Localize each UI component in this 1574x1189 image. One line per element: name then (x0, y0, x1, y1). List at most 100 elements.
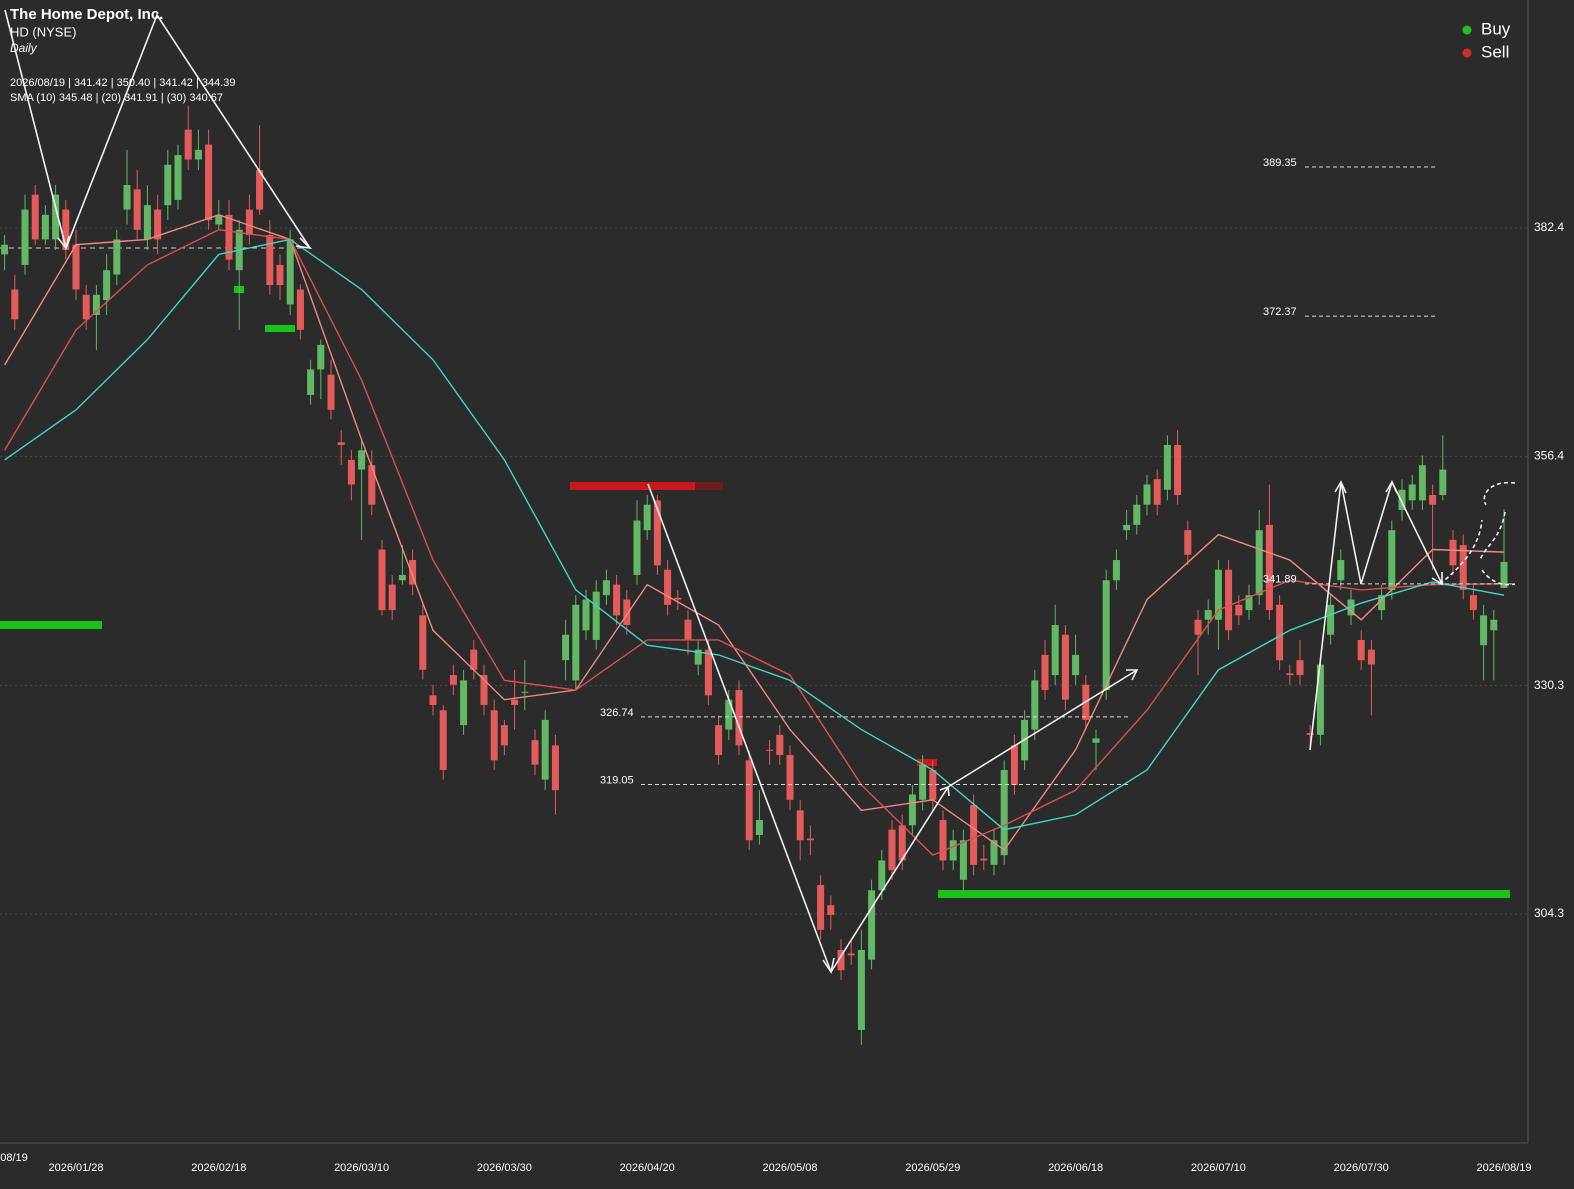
candle-body (725, 699, 733, 730)
candle-body (296, 289, 304, 330)
candle-body (337, 442, 345, 445)
candle-body (1500, 561, 1508, 588)
buy-zone (938, 890, 1510, 898)
candle-body (72, 244, 80, 290)
candle-body (388, 584, 396, 611)
candle-body (225, 214, 233, 260)
candle-body (317, 344, 325, 370)
candle-body (674, 597, 682, 600)
candle-body (1051, 625, 1059, 676)
candle-body (643, 504, 651, 531)
candle-body (1480, 615, 1488, 646)
arrow-head (295, 237, 313, 250)
candle-body (1388, 530, 1396, 590)
candle-body (62, 209, 70, 250)
candle-body (1265, 524, 1273, 611)
candle-body (215, 214, 223, 225)
levels: 389.35 372.37 326.74 319.05 341.89 (600, 157, 1515, 786)
candle-body (21, 209, 29, 265)
legend-dot (1462, 25, 1472, 35)
sell-zone (917, 759, 937, 766)
candle-body (959, 840, 967, 880)
candle-body (715, 725, 723, 756)
candle-body (449, 675, 457, 685)
candle-body (888, 829, 896, 871)
candle-body (31, 194, 39, 240)
candle-body (1255, 530, 1263, 596)
candle-body (653, 500, 661, 566)
candle-body (602, 580, 610, 596)
arrow-head (1334, 480, 1347, 494)
candle-body (735, 690, 743, 746)
candle-body (1357, 639, 1365, 661)
candle-body (582, 599, 590, 631)
legend-label: Buy (1481, 19, 1511, 38)
last-bar: 2026/08/19 | 341.42 | 350.40 | 341.42 | … (10, 77, 236, 89)
arrow-head (57, 235, 70, 250)
candle-body (776, 734, 784, 756)
candle-body (806, 838, 814, 841)
x-tick-label: 2026/02/18 (191, 1162, 246, 1174)
subtitle: HD (NYSE) (10, 24, 76, 39)
candle-body (460, 680, 468, 726)
candle-body (52, 194, 60, 240)
x-tick-label: 2026/04/20 (620, 1162, 675, 1174)
candle-body (500, 725, 508, 746)
candle-body (1102, 580, 1110, 691)
candle-body (1061, 634, 1069, 700)
candle-body (755, 820, 763, 835)
patterns (4, 9, 1516, 975)
candle-body (470, 649, 478, 670)
candle-body (1123, 524, 1131, 531)
candle-body (205, 144, 213, 221)
candle-body (1174, 444, 1182, 496)
candle-body (1112, 560, 1120, 581)
candle-body (429, 695, 437, 705)
candle-body (1204, 610, 1212, 620)
candle-body (245, 209, 253, 236)
candle-body (1469, 595, 1477, 611)
y-tick-label: 356.4 (1534, 449, 1564, 463)
candle-body (1306, 733, 1314, 735)
candle-body (358, 450, 366, 470)
x-tick-label: 2026/01/28 (48, 1162, 103, 1174)
candle-body (1367, 649, 1375, 665)
candle-body (796, 810, 804, 841)
zigzag (830, 786, 949, 973)
chart-title: The Home Depot, Inc. (10, 6, 163, 23)
sma-lines (3, 214, 1505, 856)
candle-body (123, 184, 131, 210)
candle-body (868, 890, 876, 960)
candle-body (347, 459, 355, 485)
candle-body (174, 155, 182, 200)
candle-body (184, 129, 192, 160)
sell-zone (695, 482, 723, 490)
sma-line (3, 229, 1505, 856)
x-tick-label: 2026/07/10 (1191, 1162, 1246, 1174)
candle-body (1143, 484, 1151, 505)
arrow-head (1126, 669, 1139, 681)
candle-body (592, 591, 600, 640)
arrow-head (1385, 480, 1398, 494)
candle-body (327, 374, 335, 410)
candle-body (541, 719, 549, 780)
candle-body (511, 699, 519, 705)
candle-body (1296, 660, 1304, 676)
buy-zone (265, 325, 295, 332)
candle-body (684, 619, 692, 640)
candle-body (378, 549, 386, 611)
legend-dot (1462, 48, 1472, 58)
candle-body (1092, 738, 1100, 743)
zigzag (947, 669, 1138, 788)
candle-body (1225, 569, 1233, 631)
candle-body (1000, 769, 1008, 856)
candle-body (1010, 745, 1018, 785)
candle-body (817, 885, 825, 930)
x-tick-label: 08/19 (0, 1152, 28, 1164)
candle-body (1459, 545, 1467, 590)
level-label: 389.35 (1263, 157, 1297, 169)
candle-body (1153, 479, 1161, 505)
candle-body (613, 584, 621, 616)
sma-line (4, 238, 1505, 831)
